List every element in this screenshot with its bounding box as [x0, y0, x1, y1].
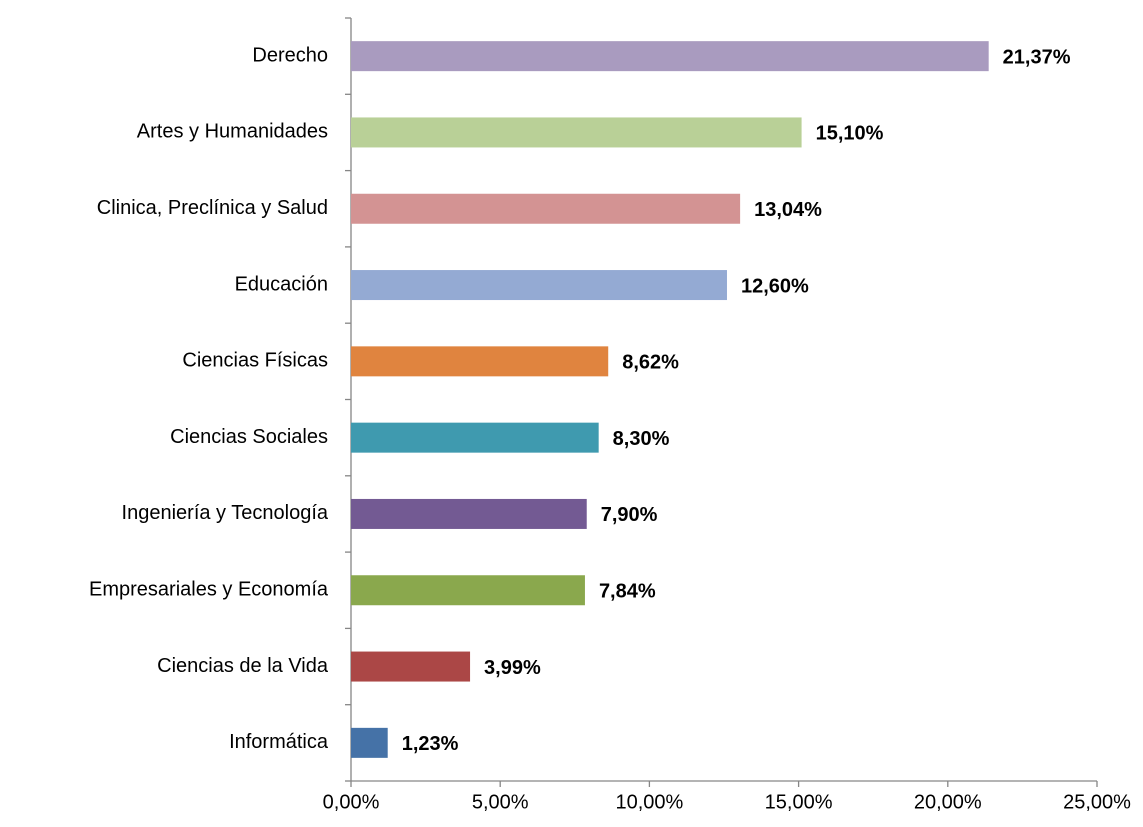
x-tick-label: 25,00% [1063, 791, 1131, 813]
value-label: 1,23% [402, 733, 459, 755]
y-tick-label: Artes y Humanidades [137, 121, 328, 143]
x-tick-label: 20,00% [914, 791, 982, 813]
bar [351, 727, 388, 758]
value-label: 15,10% [816, 123, 884, 145]
value-label: 3,99% [484, 657, 541, 679]
value-label: 8,62% [622, 352, 679, 374]
bar [351, 270, 727, 301]
y-tick-label: Educación [235, 273, 328, 295]
bar [351, 575, 585, 606]
x-tick-label: 0,00% [323, 791, 380, 813]
bar [351, 41, 989, 72]
bar [351, 422, 599, 453]
x-tick-label: 15,00% [765, 791, 833, 813]
value-label: 13,04% [754, 199, 822, 221]
value-label: 21,37% [1003, 46, 1071, 68]
bar [351, 651, 471, 682]
value-label: 12,60% [741, 275, 809, 297]
y-tick-label: Ciencias Físicas [182, 350, 328, 372]
bar [351, 346, 609, 377]
y-tick-label: Ingeniería y Tecnología [122, 502, 329, 524]
y-tick-label: Ciencias Sociales [170, 426, 328, 448]
value-label: 7,84% [599, 581, 656, 603]
value-label: 7,90% [601, 504, 658, 526]
y-tick-label: Ciencias de la Vida [157, 655, 329, 677]
bar [351, 498, 587, 529]
value-label: 8,30% [613, 428, 670, 450]
x-tick-label: 10,00% [615, 791, 683, 813]
y-tick-label: Empresariales y Economía [89, 579, 329, 601]
y-tick-label: Clinica, Preclínica y Salud [97, 197, 328, 219]
bar [351, 193, 741, 224]
y-tick-label: Derecho [252, 44, 328, 66]
x-tick-label: 5,00% [472, 791, 529, 813]
bar [351, 117, 802, 148]
y-tick-label: Informática [229, 731, 329, 753]
